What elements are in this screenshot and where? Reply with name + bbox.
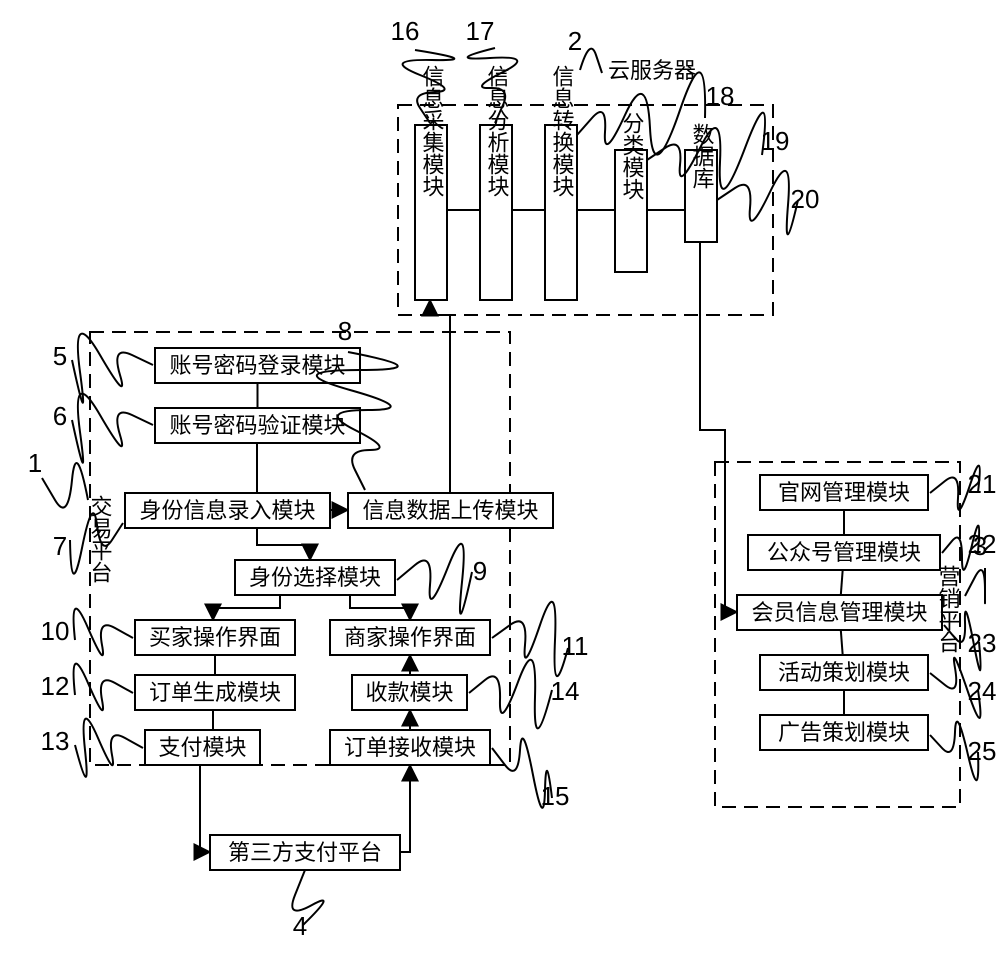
node-label-n12: 订单生成模块 [149, 680, 281, 705]
callout-num-c11: 11 [562, 631, 589, 661]
callout-num-c14: 14 [551, 676, 580, 706]
callout-num-c13: 13 [41, 726, 70, 756]
node-label-n17: 信息分析模块 [485, 65, 510, 197]
edge-n13-n4 [200, 765, 210, 852]
group-label-marketing: 营销平台 [936, 565, 961, 653]
edge-n20-n23 [700, 242, 737, 612]
callout-num-c1: 1 [28, 448, 42, 478]
callout-squiggle-c20 [717, 171, 798, 234]
callout-squiggle-c10 [74, 609, 133, 656]
callout-squiggle-c9 [397, 544, 472, 614]
callout-squiggle-c11 [492, 602, 568, 676]
node-label-n8: 信息数据上传模块 [362, 498, 538, 523]
callout-squiggle-c13 [75, 719, 143, 777]
node-label-n25: 广告策划模块 [778, 720, 910, 745]
callout-num-c21: 21 [968, 469, 997, 499]
callout-num-c12: 12 [41, 671, 70, 701]
node-label-n14: 收款模块 [365, 680, 453, 705]
marketing-group [715, 462, 960, 807]
node-label-n9: 身份选择模块 [249, 565, 381, 590]
callout-squiggle-c5 [72, 334, 153, 403]
callout-squiggle-c1 [42, 463, 88, 508]
callout-num-c7: 7 [53, 531, 67, 561]
edge-n8-n16 [430, 300, 450, 493]
node-label-n4: 第三方支付平台 [228, 840, 382, 865]
node-label-n24: 活动策划模块 [778, 660, 910, 685]
callout-num-c18: 18 [706, 81, 735, 111]
node-label-n6: 账号密码验证模块 [169, 413, 345, 438]
node-label-n7: 身份信息录入模块 [139, 498, 315, 523]
node-label-n23: 会员信息管理模块 [751, 600, 927, 625]
callout-num-c6: 6 [53, 401, 67, 431]
node-label-n19: 分类模块 [620, 112, 645, 200]
edge-n9-n11 [350, 595, 410, 620]
node-label-n22: 公众号管理模块 [767, 540, 921, 565]
callout-num-c25: 25 [968, 736, 997, 766]
callout-squiggle-c2 [580, 49, 602, 73]
node-label-n13: 支付模块 [158, 735, 246, 760]
callout-num-c5: 5 [53, 341, 67, 371]
edge-n9-n10 [213, 595, 280, 620]
callout-num-c8: 8 [338, 316, 352, 346]
callout-num-c9: 9 [473, 556, 487, 586]
callout-num-c4: 4 [293, 911, 307, 941]
callout-num-c23: 23 [968, 628, 997, 658]
callout-num-c2: 2 [568, 26, 582, 56]
edge-n4-n15 [400, 765, 410, 852]
callout-num-c24: 24 [968, 676, 997, 706]
node-label-n20: 数据库 [690, 123, 715, 189]
callout-num-c20: 20 [791, 184, 820, 214]
callout-num-c10: 10 [41, 616, 70, 646]
group-label-trading: 交易平台 [88, 495, 113, 583]
callout-squiggle-c12 [74, 664, 133, 711]
node-label-n11: 商家操作界面 [344, 625, 476, 650]
callout-text-c2: 云服务器 [608, 58, 696, 83]
node-label-n21: 官网管理模块 [778, 480, 910, 505]
node-label-n10: 买家操作界面 [149, 625, 281, 650]
callout-num-c17: 17 [466, 16, 495, 46]
node-label-n15: 订单接收模块 [344, 735, 476, 760]
callout-num-c19: 19 [761, 126, 790, 156]
callout-squiggle-c6 [72, 394, 153, 463]
callout-num-c22: 22 [968, 529, 997, 559]
node-label-n18: 信息转换模块 [550, 65, 575, 197]
edge-n7-n9 [257, 528, 310, 560]
callout-num-c16: 16 [391, 16, 420, 46]
callout-squiggle-c3 [965, 568, 985, 603]
callout-num-c15: 15 [541, 781, 570, 811]
